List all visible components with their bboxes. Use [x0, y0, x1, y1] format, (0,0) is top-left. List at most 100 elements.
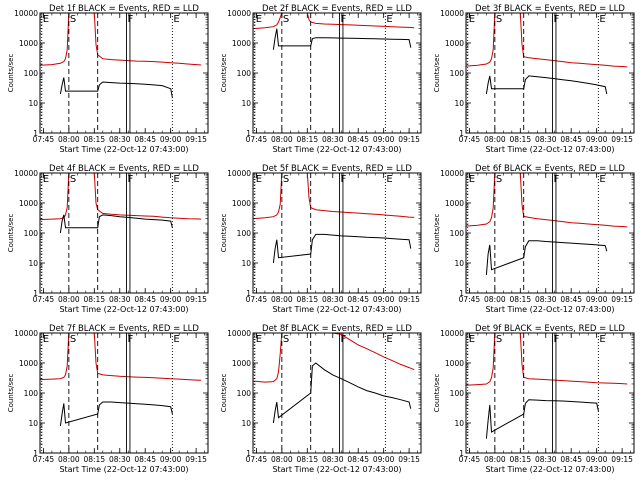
- y-tick-label: 100: [237, 69, 252, 78]
- event-rate-line: [485, 75, 608, 95]
- marker-label: E: [43, 174, 49, 185]
- y-tick-label: 1: [246, 129, 251, 138]
- x-tick-label: 09:15: [611, 135, 633, 144]
- y-tick-label: 100: [24, 229, 39, 238]
- x-tick-label: 07:45: [246, 455, 268, 464]
- y-tick-label: 100: [450, 389, 465, 398]
- panel-title: Det 2f BLACK = Events, RED = LLD: [262, 4, 412, 14]
- plot-frame: [465, 12, 635, 134]
- x-tick-label: 08:00: [484, 135, 506, 144]
- x-tick-label: 09:00: [373, 455, 395, 464]
- lld-rate-line: [466, 333, 628, 386]
- marker-label: S: [496, 14, 502, 25]
- plot-frame: [252, 172, 422, 294]
- y-tick-label: 100: [24, 389, 39, 398]
- y-tick-label: 1: [459, 289, 464, 298]
- marker-label: E: [173, 14, 179, 25]
- x-tick-label: 08:15: [296, 135, 318, 144]
- x-tick-label: 08:00: [484, 295, 506, 304]
- x-tick-label: 08:00: [271, 135, 293, 144]
- event-rate-line: [272, 28, 412, 50]
- detector-panel-6: Det 6f BLACK = Events, RED = LLD Counts/s…: [433, 164, 635, 314]
- x-axis-label: Start Time (22-Oct-12 07:43:00): [272, 145, 401, 154]
- x-tick-label: 08:30: [322, 455, 344, 464]
- plot-frame: [465, 332, 635, 454]
- marker-label: E: [469, 174, 475, 185]
- y-axis-label: Counts/sec: [7, 374, 15, 413]
- marker-label: S: [70, 174, 76, 185]
- marker-label: S: [283, 334, 289, 345]
- y-tick-label: 10: [454, 419, 464, 428]
- y-tick-label: 1000: [19, 199, 38, 208]
- x-axis-label: Start Time (22-Oct-12 07:43:00): [272, 305, 401, 314]
- detector-panel-1: Det 1f BLACK = Events, RED = LLD Counts/s…: [7, 4, 209, 154]
- marker-label: E: [173, 334, 179, 345]
- x-tick-label: 07:45: [459, 135, 481, 144]
- x-tick-label: 08:45: [134, 455, 156, 464]
- y-tick-label: 10: [454, 259, 464, 268]
- plot-frame: [252, 332, 422, 454]
- x-tick-label: 08:00: [271, 455, 293, 464]
- marker-label: E: [599, 14, 605, 25]
- panel-title: Det 9f BLACK = Events, RED = LLD: [475, 324, 625, 334]
- detector-panel-7: Det 7f BLACK = Events, RED = LLD Counts/s…: [7, 324, 209, 474]
- y-tick-label: 10: [28, 259, 38, 268]
- marker-label: F: [554, 334, 560, 345]
- y-tick-label: 1: [459, 449, 464, 458]
- y-tick-label: 100: [237, 229, 252, 238]
- x-tick-label: 07:45: [246, 295, 268, 304]
- y-tick-label: 1000: [445, 39, 464, 48]
- y-tick-label: 1000: [232, 39, 251, 48]
- x-tick-label: 09:00: [586, 295, 608, 304]
- marker-label: E: [386, 334, 392, 345]
- y-tick-label: 1000: [232, 199, 251, 208]
- y-tick-label: 1: [33, 289, 38, 298]
- y-tick-label: 100: [450, 69, 465, 78]
- x-tick-label: 07:45: [246, 135, 268, 144]
- y-tick-label: 10000: [227, 169, 251, 178]
- marker-label: E: [256, 334, 262, 345]
- y-tick-label: 100: [450, 229, 465, 238]
- x-tick-label: 08:45: [347, 295, 369, 304]
- panel-title: Det 3f BLACK = Events, RED = LLD: [475, 4, 625, 14]
- lld-rate-line: [253, 13, 415, 30]
- y-tick-label: 10: [28, 419, 38, 428]
- marker-label: F: [554, 14, 560, 25]
- plot-frame: [252, 12, 422, 134]
- x-tick-label: 08:30: [322, 135, 344, 144]
- x-tick-label: 09:15: [611, 455, 633, 464]
- x-tick-label: 09:00: [373, 135, 395, 144]
- x-tick-label: 08:00: [484, 455, 506, 464]
- marker-label: E: [256, 14, 262, 25]
- detector-panel-8: Det 8f BLACK = Events, RED = LLD Counts/s…: [220, 324, 422, 474]
- y-tick-label: 10000: [440, 329, 464, 338]
- lld-rate-line: [253, 173, 415, 220]
- y-tick-label: 10: [241, 419, 251, 428]
- marker-label: F: [341, 14, 347, 25]
- x-tick-label: 08:30: [535, 455, 557, 464]
- panel-title: Det 5f BLACK = Events, RED = LLD: [262, 164, 412, 174]
- event-rate-line: [59, 77, 173, 98]
- marker-label: E: [43, 334, 49, 345]
- x-tick-label: 07:45: [33, 295, 55, 304]
- detector-panel-9: Det 9f BLACK = Events, RED = LLD Counts/s…: [433, 324, 635, 474]
- y-tick-label: 10: [241, 99, 251, 108]
- x-tick-label: 09:15: [398, 295, 420, 304]
- x-tick-label: 08:30: [322, 295, 344, 304]
- x-tick-label: 09:15: [185, 135, 207, 144]
- marker-label: S: [496, 334, 502, 345]
- x-axis-label: Start Time (22-Oct-12 07:43:00): [485, 305, 614, 314]
- y-axis-label: Counts/sec: [220, 374, 228, 413]
- x-tick-label: 09:00: [160, 295, 182, 304]
- detector-panel-5: Det 5f BLACK = Events, RED = LLD Counts/s…: [220, 164, 422, 314]
- y-tick-label: 1000: [445, 359, 464, 368]
- x-tick-label: 08:00: [58, 135, 80, 144]
- x-axis-label: Start Time (22-Oct-12 07:43:00): [485, 465, 614, 474]
- marker-label: S: [70, 14, 76, 25]
- x-tick-label: 08:15: [509, 455, 531, 464]
- event-rate-line: [272, 233, 412, 264]
- plot-frame: [39, 172, 209, 294]
- lld-rate-line: [40, 13, 202, 66]
- marker-label: F: [128, 174, 134, 185]
- y-tick-label: 1: [246, 289, 251, 298]
